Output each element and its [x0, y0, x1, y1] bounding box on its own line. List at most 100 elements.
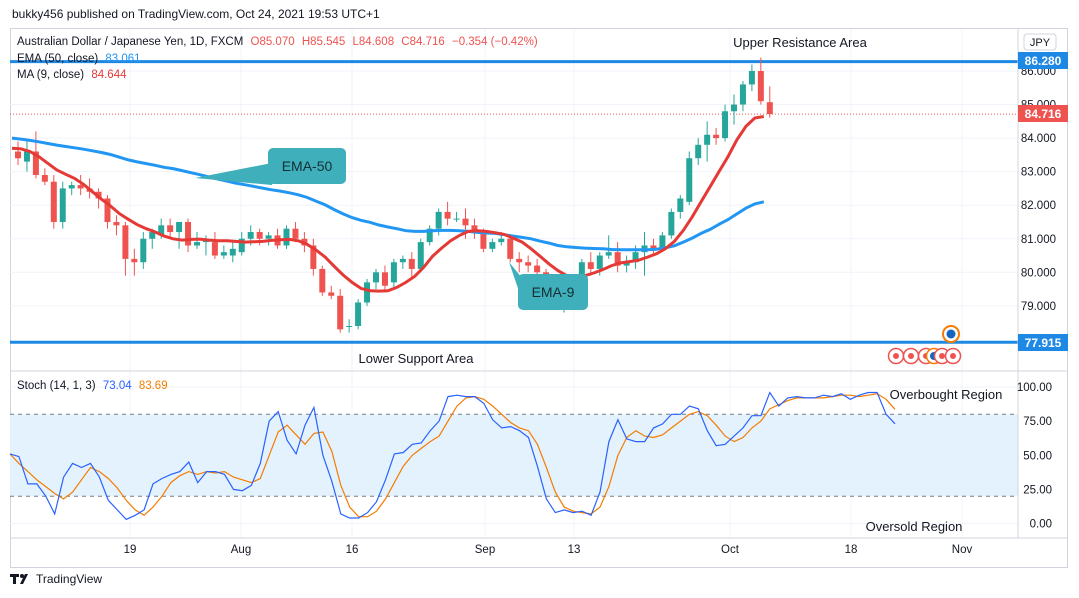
stoch-tick-label: 0.00 [1030, 519, 1052, 531]
overbought-label: Overbought Region [890, 387, 1003, 402]
candle [668, 208, 675, 239]
candle [337, 289, 344, 333]
candle [722, 104, 729, 142]
candle [211, 232, 218, 259]
stoch-tick-label: 75.00 [1023, 416, 1052, 428]
price-label-lower: 77.915 [1018, 334, 1068, 351]
candle [381, 265, 388, 293]
candle [77, 175, 84, 196]
ema-value: 83.061 [105, 53, 141, 65]
price-tick-label: 80.000 [1021, 267, 1056, 279]
candle [185, 218, 192, 253]
candle [731, 94, 737, 125]
stoch-band [10, 414, 1018, 497]
axes: 86.00085.00084.00083.00082.00081.00080.0… [10, 29, 1068, 556]
candle [507, 235, 514, 263]
candle [444, 201, 451, 226]
ma9-line [11, 115, 765, 293]
time-tick-label: Aug [231, 544, 251, 556]
ema50-callout-label: EMA-50 [282, 158, 333, 174]
candle [113, 215, 120, 236]
oversold-label: Oversold Region [866, 519, 963, 534]
candle [104, 195, 111, 229]
time-tick-label: 19 [124, 544, 137, 556]
candle [686, 151, 693, 206]
candle [292, 221, 299, 243]
svg-text:86.280: 86.280 [1025, 54, 1062, 68]
candle [695, 138, 702, 165]
candle [283, 225, 290, 249]
ema-label: EMA (50, close) [17, 53, 99, 65]
stoch-tick-label: 50.00 [1023, 450, 1052, 462]
candles [15, 57, 773, 333]
chart-frame [10, 28, 1068, 568]
price-label-upper: 86.280 [1018, 52, 1068, 69]
ema9-callout-label: EMA-9 [532, 284, 575, 300]
price-tick-label: 81.000 [1021, 234, 1056, 246]
candle [131, 248, 138, 276]
price-tick-label: 84.000 [1021, 133, 1056, 145]
currency-tag[interactable]: JPY [1023, 33, 1057, 51]
candle [426, 225, 433, 246]
levels [10, 60, 1018, 497]
candle [364, 279, 371, 306]
candle [68, 181, 75, 196]
candle [650, 238, 657, 256]
candle [489, 238, 496, 253]
stoch-k-value: 73.04 [102, 380, 132, 392]
candle [122, 221, 129, 276]
candle [534, 258, 541, 276]
candle [390, 258, 397, 290]
candle [238, 232, 245, 256]
candle [319, 265, 326, 296]
candle [614, 242, 621, 273]
candle [408, 252, 415, 280]
brand-name: TradingView [36, 572, 103, 586]
tradingview-icon [10, 574, 28, 584]
svg-text:JPY: JPY [1030, 37, 1051, 49]
symbol-label: Australian Dollar / Japanese Yen, 1D, FX… [17, 36, 244, 48]
change-value: −0.354 (−0.42%) [451, 36, 538, 48]
candle [471, 218, 478, 239]
stoch-tick-label: 100.00 [1017, 382, 1052, 394]
event-icons[interactable] [887, 325, 962, 365]
price-label-current: 84.716 [1018, 105, 1068, 122]
open-value: O85.070 [250, 36, 295, 48]
time-tick-label: 18 [845, 544, 858, 556]
candle [265, 232, 272, 246]
ema50-line [11, 136, 765, 252]
candle [677, 195, 684, 219]
candle [704, 121, 711, 162]
candle [346, 319, 353, 333]
candle [355, 299, 362, 330]
candle [587, 252, 594, 276]
publisher-line: bukky456 published on TradingView.com, O… [12, 7, 380, 21]
candle [766, 86, 773, 118]
candle [417, 238, 424, 273]
stoch-k-line [9, 391, 896, 521]
candle [310, 238, 317, 276]
close-value: C84.716 [401, 36, 445, 48]
candle [328, 285, 335, 300]
candle [41, 168, 48, 186]
low-value: L84.608 [352, 36, 395, 48]
time-tick-label: Oct [721, 544, 740, 556]
ma-legend: MA (9, close) 84.644 [17, 69, 127, 81]
time-tick-label: Nov [952, 544, 973, 556]
stoch-d-value: 83.69 [138, 380, 168, 392]
candle [167, 218, 174, 239]
candle [399, 255, 406, 269]
lower-support-label: Lower Support Area [359, 351, 475, 366]
stoch-tick-label: 25.00 [1023, 484, 1052, 496]
candle [605, 235, 612, 259]
candle [176, 221, 183, 249]
high-value: H85.545 [301, 36, 346, 48]
candle [220, 245, 227, 259]
candle [453, 211, 460, 222]
ema9-callout: EMA-9 [509, 262, 588, 310]
svg-text:84.716: 84.716 [1025, 107, 1062, 121]
tradingview-logo[interactable]: TradingView [10, 572, 102, 586]
stoch-d-line [9, 393, 896, 518]
candle [373, 268, 379, 290]
